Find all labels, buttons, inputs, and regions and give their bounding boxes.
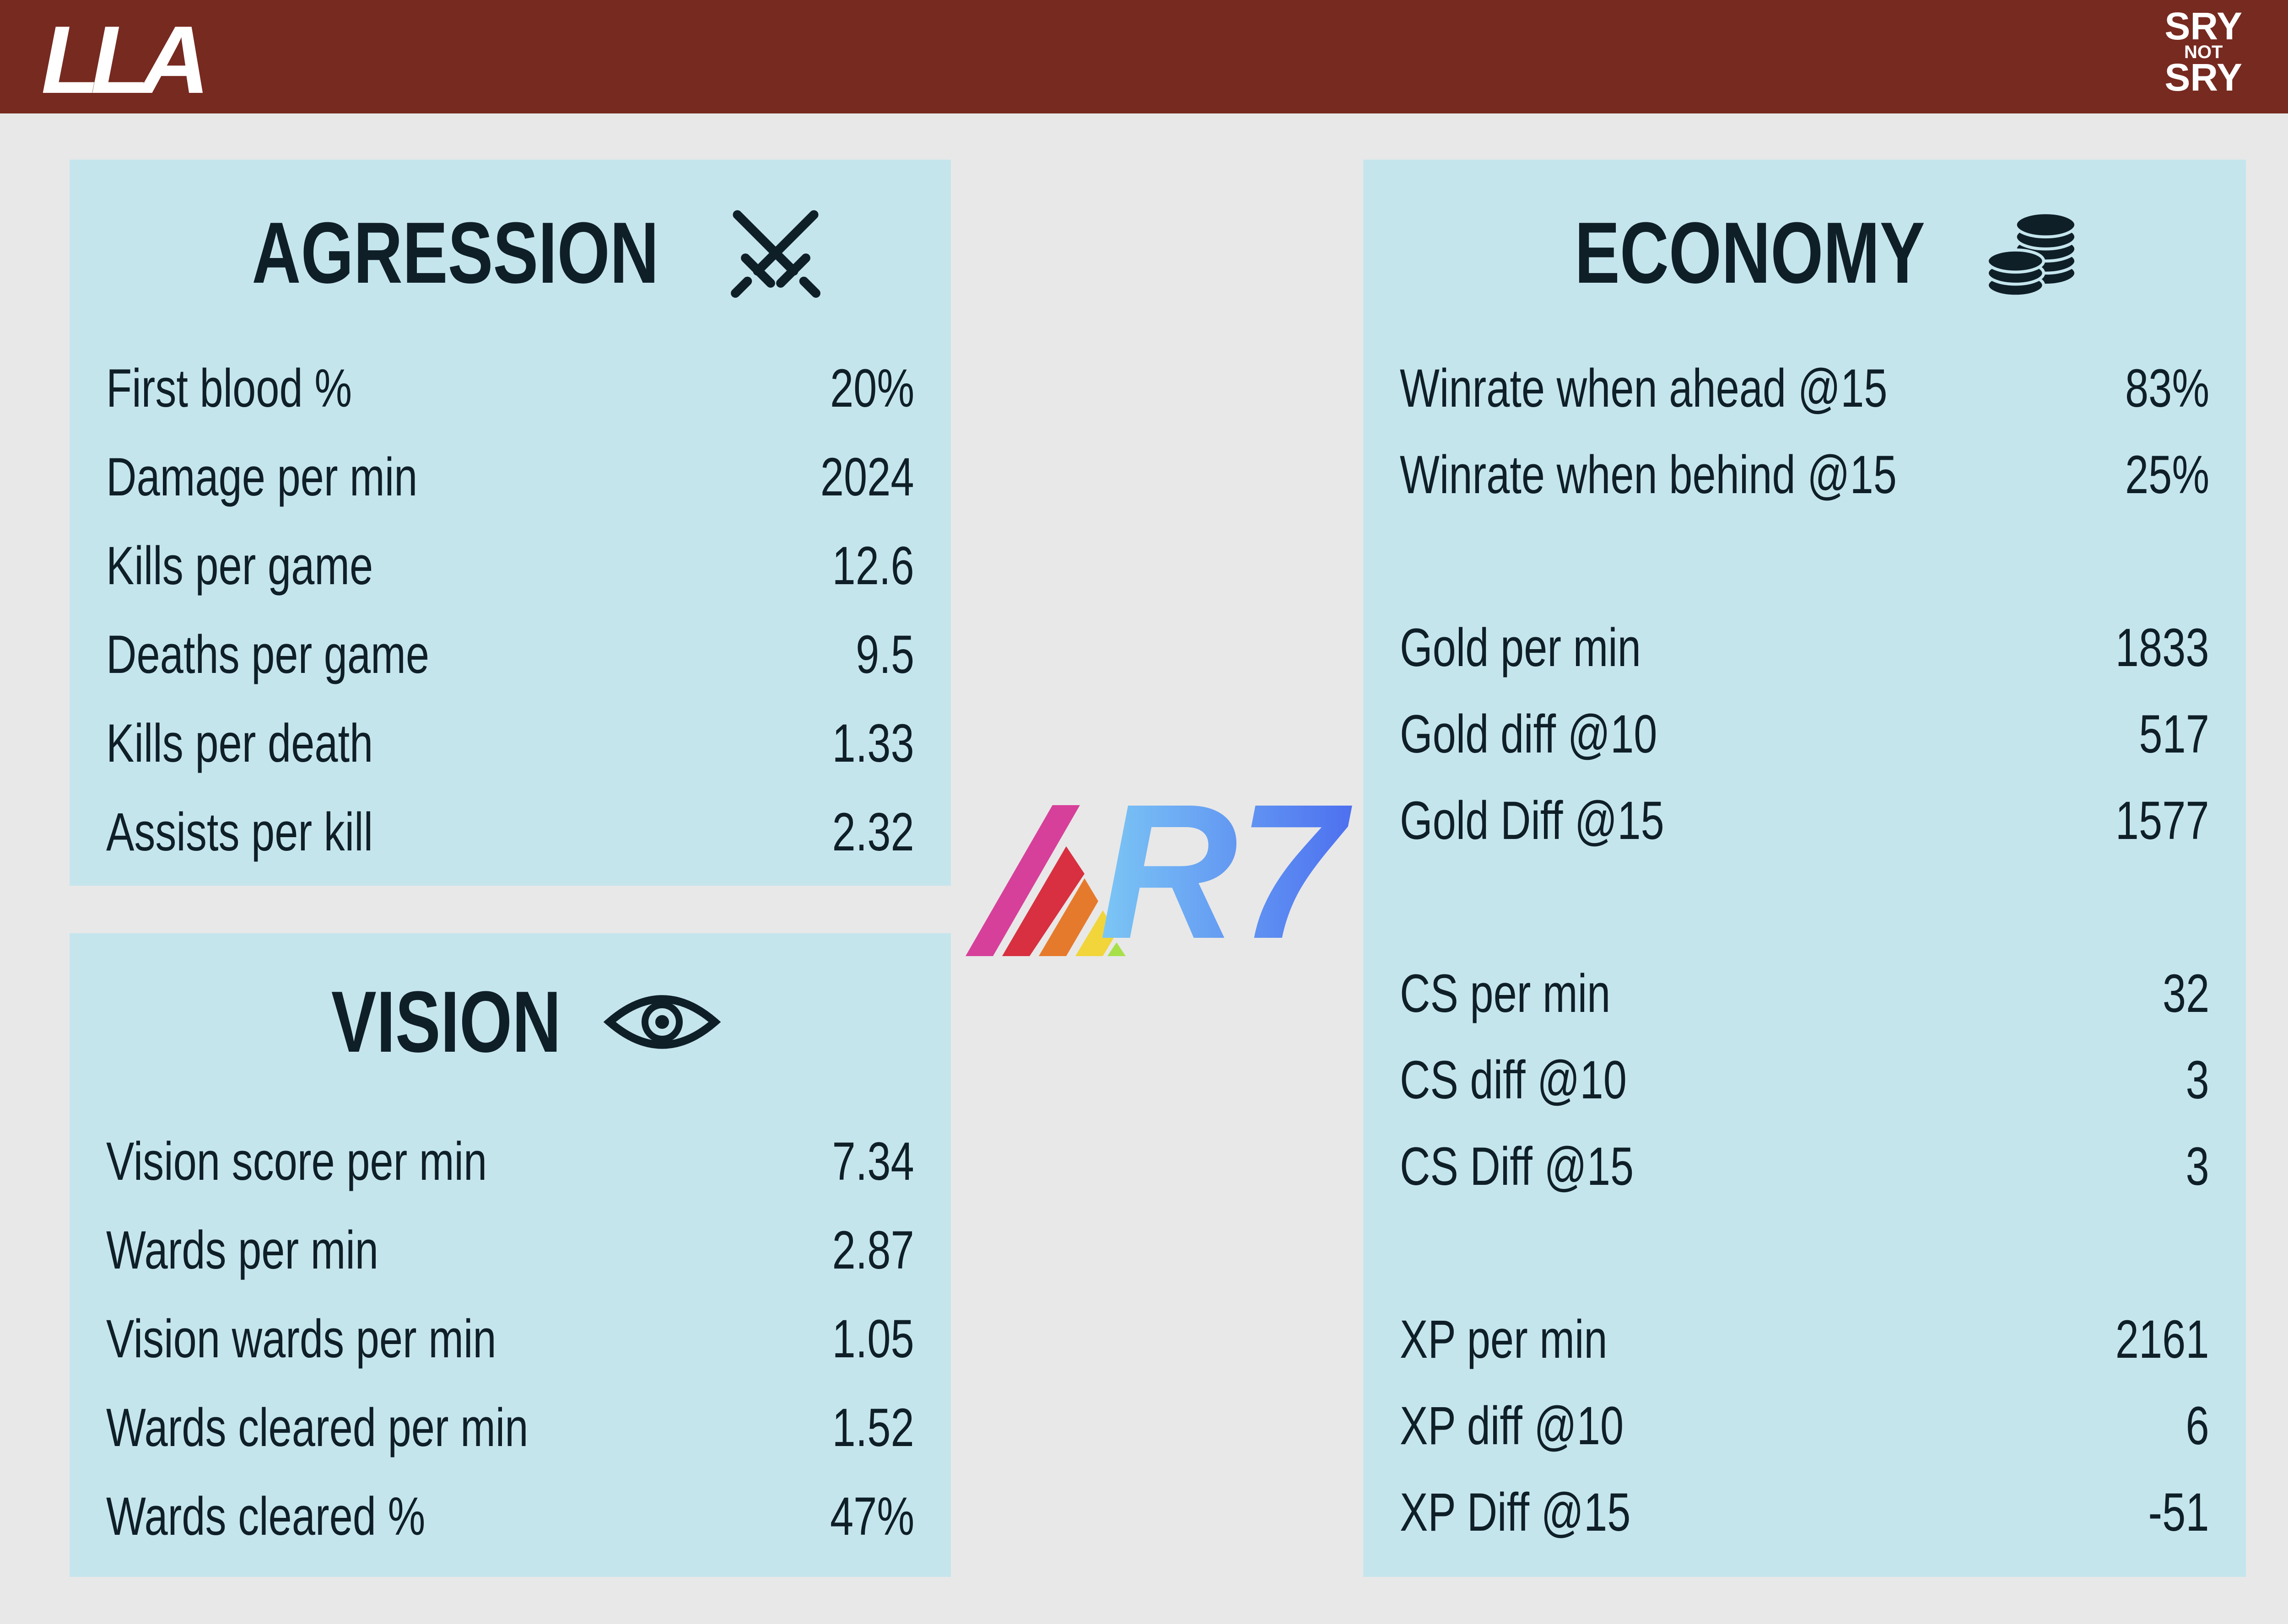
stat-label: Kills per death [106,713,373,774]
stat-row: Winrate when ahead @15 83% [1363,354,2246,423]
stat-row: Wards per min 2.87 [70,1216,951,1285]
stat-row: XP per min 2161 [1363,1305,2246,1374]
stat-row: First blood % 20% [70,354,951,423]
right-logo: SRY NOT SRY [2164,5,2242,99]
stat-value: 20% [830,358,914,419]
stat-label: Winrate when behind @15 [1400,445,1897,505]
stat-value: 1.05 [832,1309,914,1369]
stat-row: Gold per min 1833 [1363,613,2246,682]
stat-label: Wards per min [106,1220,378,1280]
stat-value: 1833 [2115,618,2209,678]
stat-value: 2024 [820,447,914,507]
stat-label: Gold Diff @15 [1400,790,1664,851]
logo-text: SRY [2164,5,2242,48]
eye-icon [603,995,721,1049]
title-text: VISION [331,973,561,1070]
stat-label: Gold diff @10 [1400,704,1657,764]
agression-panel: AGRESSION First blood % 20% Damage per min… [70,160,951,886]
stat-value: 9.5 [856,624,914,685]
title-text: AGRESSION [252,204,659,301]
stat-row: Vision score per min 7.34 [70,1127,951,1196]
swords-icon [731,210,820,298]
stat-value: 517 [2139,704,2209,764]
stat-value: 12.6 [832,536,914,596]
logo-text: SRY [2164,55,2242,99]
stat-value: 2.87 [832,1220,914,1280]
stat-row: Kills per death 1.33 [70,709,951,778]
stat-label: CS Diff @15 [1400,1136,1634,1197]
stat-row: XP Diff @15 -51 [1363,1478,2246,1547]
stat-label: Wards cleared % [106,1486,426,1547]
logo-text: NOT [2184,42,2223,62]
stat-value: 2161 [2115,1309,2209,1370]
stat-value: 32 [2162,963,2209,1024]
stat-label: Vision wards per min [106,1309,496,1369]
stat-row: Kills per game 12.6 [70,532,951,600]
stat-value: 1.33 [832,713,914,774]
stat-row: Assists per kill 2.32 [70,798,951,866]
stat-row: CS diff @10 3 [1363,1046,2246,1114]
logo-text: R7 [1099,801,1355,961]
economy-panel: ECONOMY Winrate when ahead @15 83% Winrate… [1363,160,2246,1577]
stat-label: Kills per game [106,536,373,596]
stat-value: 1.52 [832,1398,914,1458]
stat-value: 47% [830,1486,914,1547]
stat-value: 1577 [2115,790,2209,851]
stat-row: Deaths per game 9.5 [70,620,951,689]
stat-label: Winrate when ahead @15 [1400,358,1888,419]
stat-row: Vision wards per min 1.05 [70,1305,951,1373]
stat-row: CS Diff @15 3 [1363,1132,2246,1201]
stat-row: XP diff @10 6 [1363,1392,2246,1460]
stat-label: XP diff @10 [1400,1396,1624,1456]
vision-panel: VISION Vision score per min 7.34 Wards per… [70,933,951,1577]
stat-value: 3 [2185,1136,2209,1197]
stat-label: XP Diff @15 [1400,1482,1631,1543]
stat-row: Gold Diff @15 1577 [1363,786,2246,855]
stat-label: CS diff @10 [1400,1050,1627,1110]
stat-row: Damage per min 2024 [70,443,951,511]
stat-value: -51 [2148,1482,2209,1543]
stat-label: Wards cleared per min [106,1398,529,1458]
stat-value: 83% [2125,358,2209,419]
stat-label: Damage per min [106,447,418,507]
stat-row: Winrate when behind @15 25% [1363,441,2246,509]
stat-value: 7.34 [832,1131,914,1192]
stat-value: 6 [2185,1396,2209,1456]
stat-row: Wards cleared % 47% [70,1482,951,1551]
stat-value: 2.32 [832,802,914,862]
stat-row: Gold diff @10 517 [1363,700,2246,769]
stat-row: CS per min 32 [1363,959,2246,1028]
left-logo: LLA [41,6,210,113]
header: LLA SRY NOT SRY [0,0,2288,113]
stat-label: Gold per min [1400,618,1641,678]
panel-title: ECONOMY [1363,196,2246,303]
stat-row: Wards cleared per min 1.52 [70,1393,951,1462]
center-logo: R7 [966,801,1355,961]
title-text: ECONOMY [1574,204,1925,301]
stat-label: Vision score per min [106,1131,487,1192]
stat-value: 3 [2185,1050,2209,1110]
stat-label: First blood % [106,358,352,419]
stat-value: 25% [2125,445,2209,505]
stat-label: Assists per kill [106,802,373,862]
stat-label: XP per min [1400,1309,1608,1370]
panel-title: VISION [70,965,951,1072]
stat-label: Deaths per game [106,624,430,685]
stat-label: CS per min [1400,963,1611,1024]
panel-title: AGRESSION [70,196,951,303]
coins-icon [1986,211,2078,298]
